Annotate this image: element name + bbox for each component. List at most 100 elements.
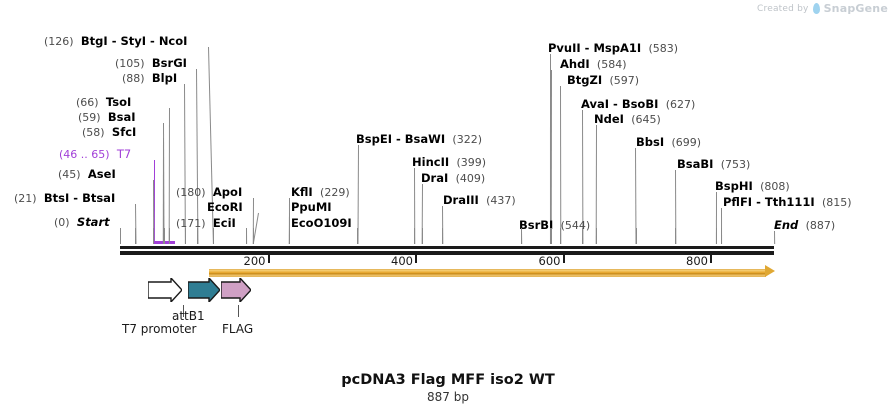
restriction-site-tick [288, 228, 290, 244]
restriction-site-tick [421, 228, 423, 244]
enzyme-label-pvuii-mspa1i[interactable]: PvuII - MspA1I (583) [548, 42, 678, 55]
enzyme-label-ecii[interactable]: (171) EciI [176, 217, 236, 230]
restriction-site-tick [550, 228, 552, 244]
enzyme-name-separator: - [107, 34, 121, 48]
enzyme-label-pflfi-tth111i[interactable]: PflFI - Tth111I (815) [723, 196, 852, 209]
ruler-label: 400 [391, 254, 413, 268]
enzyme-position: (583) [648, 42, 679, 55]
enzyme-label-t7[interactable]: (46 .. 65) T7 [59, 148, 131, 161]
enzyme-label-hincii[interactable]: HincII (399) [412, 156, 486, 169]
enzyme-name: BtsI [43, 191, 70, 205]
enzyme-label-btsi-btsai[interactable]: (21) BtsI - BtsaI [14, 192, 115, 205]
watermark-brand: SnapGene [823, 2, 888, 15]
feature-arrow-flag[interactable] [220, 276, 252, 304]
enzyme-label-bsai[interactable]: (59) BsaI [78, 111, 136, 124]
orf-arrow-body[interactable] [209, 269, 766, 277]
page-title: pcDNA3 Flag MFF iso2 WT [341, 372, 555, 388]
enzyme-label-start[interactable]: (0) Start [54, 216, 110, 229]
enzyme-label-sfci[interactable]: (58) SfcI [82, 126, 136, 139]
enzyme-name: BtgZI [567, 73, 603, 87]
enzyme-label-btgi-styi-ncoi[interactable]: (126) BtgI - StyI - NcoI [44, 35, 187, 48]
feature-stem-flag [238, 305, 239, 317]
enzyme-position: (409) [455, 172, 486, 185]
enzyme-name: BspHI [715, 179, 753, 193]
enzyme-label-ecori[interactable]: EcoRI [207, 201, 243, 213]
enzyme-name: SfcI [111, 125, 137, 139]
enzyme-label-blpi[interactable]: (88) BlpI [122, 72, 177, 85]
enzyme-label-end[interactable]: End (887) [774, 219, 835, 232]
enzyme-position: (399) [456, 156, 487, 169]
enzyme-label-draiii[interactable]: DraIII (437) [443, 194, 516, 207]
enzyme-position: (815) [822, 196, 852, 209]
enzyme-name: KflI [291, 185, 313, 199]
enzyme-label-bsrbi[interactable]: BsrBI (544) [519, 219, 590, 232]
enzyme-label-kfli[interactable]: KflI (229) [291, 186, 350, 199]
enzyme-position: (171) [176, 217, 206, 230]
enzyme-label-bsphi[interactable]: BspHI (808) [715, 180, 790, 193]
restriction-site-tick [197, 228, 199, 244]
enzyme-label-ecoo109i[interactable]: EcoO109I [291, 217, 352, 229]
enzyme-name: EciI [212, 216, 236, 230]
enzyme-name: BbsI [636, 135, 665, 149]
enzyme-name-separator: - [69, 191, 83, 205]
ruler-tick [267, 255, 270, 263]
feature-arrow-attb1[interactable] [187, 276, 221, 304]
restriction-site-tick [721, 228, 723, 244]
enzyme-label-bsabi[interactable]: BsaBI (753) [677, 158, 750, 171]
snapgene-drop-icon [812, 3, 820, 14]
enzyme-position: (699) [671, 136, 702, 149]
enzyme-name: End [774, 218, 799, 232]
enzyme-name: StyI [120, 34, 147, 48]
feature-arrow-t7-promoter[interactable] [147, 276, 183, 304]
enzyme-label-btgzi[interactable]: BtgZI (597) [567, 74, 639, 87]
enzyme-name: ApoI [212, 185, 243, 199]
enzyme-label-bspei-bsawi[interactable]: BspEI - BsaWI (322) [356, 133, 482, 146]
restriction-site-tick [582, 228, 584, 244]
feature-label-flag[interactable]: FLAG [222, 322, 254, 336]
enzyme-position: (46 .. 65) [59, 148, 110, 161]
enzyme-position: (887) [805, 219, 836, 232]
ruler-tick [710, 255, 712, 263]
enzyme-position: (597) [609, 74, 640, 87]
enzyme-label-bbsi[interactable]: BbsI (699) [636, 136, 701, 149]
feature-label-t7-promoter[interactable]: T7 promoter [122, 322, 197, 336]
enzyme-position: (88) [122, 72, 145, 85]
restriction-site-tick [163, 228, 165, 244]
enzyme-label-drai[interactable]: DraI (409) [421, 172, 485, 185]
enzyme-name-separator: - [752, 195, 765, 209]
enzyme-label-ppumi[interactable]: PpuMI [291, 201, 332, 213]
enzyme-name: TsoI [105, 95, 132, 109]
enzyme-name: EcoO109I [291, 216, 352, 230]
enzyme-position: (753) [720, 158, 751, 171]
restriction-site-tick [184, 228, 186, 244]
enzyme-position: (437) [486, 194, 516, 207]
enzyme-name: BsaWI [404, 132, 446, 146]
enzyme-label-tsoi[interactable]: (66) TsoI [76, 96, 131, 109]
enzyme-name: PflFI [723, 195, 753, 209]
enzyme-position: (584) [596, 58, 627, 71]
feature-label-attb1[interactable]: attB1 [172, 309, 205, 323]
ruler-label: 800 [686, 254, 708, 268]
enzyme-position: (0) [54, 216, 70, 229]
enzyme-name: BsrBI [519, 218, 554, 232]
enzyme-name: HincII [412, 155, 450, 169]
leader-line-end [774, 230, 776, 245]
restriction-site-tick [521, 228, 523, 244]
enzyme-label-bsrgi[interactable]: (105) BsrGI [115, 57, 187, 70]
backbone-thin-line [120, 246, 775, 249]
enzyme-name: T7 [116, 147, 132, 161]
enzyme-position: (322) [452, 133, 483, 146]
enzyme-name: NdeI [594, 112, 624, 126]
enzyme-label-ahdi[interactable]: AhdI (584) [560, 58, 627, 71]
restriction-site-tick [442, 228, 444, 244]
enzyme-label-avai-bsobi[interactable]: AvaI - BsoBI (627) [581, 98, 695, 111]
enzyme-label-asei[interactable]: (45) AseI [58, 168, 116, 181]
enzyme-position: (105) [115, 57, 145, 70]
enzyme-position: (66) [76, 96, 99, 109]
enzyme-label-ndei[interactable]: NdeI (645) [594, 113, 661, 126]
enzyme-position: (180) [176, 186, 206, 199]
enzyme-name: NcoI [158, 34, 188, 48]
enzyme-label-apoi[interactable]: (180) ApoI [176, 186, 242, 199]
enzyme-name: DraIII [443, 193, 479, 207]
restriction-site-tick [252, 228, 254, 244]
